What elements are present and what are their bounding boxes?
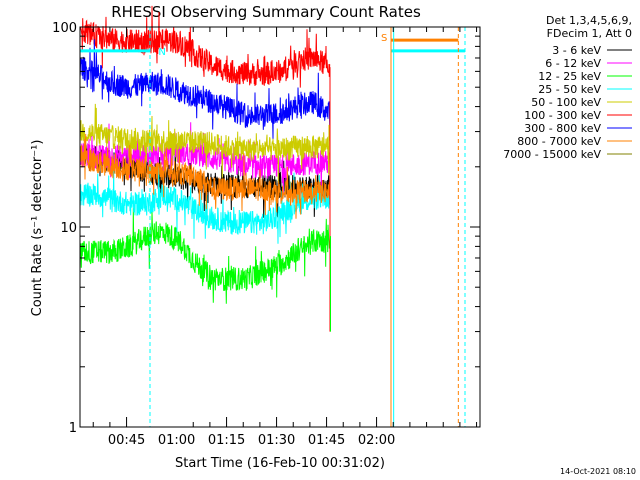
x-axis-label: Start Time (16-Feb-10 00:31:02) [175, 456, 385, 471]
y-axis: 1 10 100 [52, 21, 480, 436]
x-axis: 00:45 01:00 01:15 01:30 01:45 02:00 [92, 27, 478, 448]
series-line-2 [79, 208, 330, 304]
legend: Det 1,3,4,5,6,9, FDecim 1, Att 0 3 - 6 k… [503, 14, 632, 161]
series-line-6 [79, 39, 331, 139]
series-line-7 [79, 133, 331, 219]
plot-background: NS [79, 5, 466, 427]
x-tick-label: 02:00 [358, 433, 395, 448]
series-line-5 [79, 5, 331, 88]
night-label: N [158, 47, 165, 58]
legend-entry-label: 3 - 6 keV [552, 44, 601, 57]
legend-entry-label: 50 - 100 keV [531, 96, 601, 109]
legend-entry-label: 25 - 50 keV [538, 83, 601, 96]
y-tick-label: 1 [69, 421, 77, 436]
x-tick-label: 01:15 [208, 433, 245, 448]
y-axis-label: Count Rate (s⁻¹ detector⁻¹) [30, 140, 45, 317]
legend-entry-label: 6 - 12 keV [545, 57, 601, 70]
legend-entry-label: 300 - 800 keV [524, 122, 601, 135]
series-lines [79, 5, 331, 332]
series-line-4 [79, 103, 331, 183]
saa-label: S [381, 33, 387, 44]
legend-entry-label: 100 - 300 keV [524, 109, 601, 122]
legend-entry-label: 12 - 25 keV [538, 70, 601, 83]
x-tick-label: 00:45 [108, 433, 145, 448]
x-tick-label: 01:30 [258, 433, 295, 448]
legend-header-line-1: Det 1,3,4,5,6,9, [546, 14, 632, 27]
generation-timestamp: 14-Oct-2021 08:10 [560, 467, 636, 476]
legend-entry-label: 800 - 7000 keV [517, 135, 601, 148]
chart-title: RHESSI Observing Summary Count Rates [111, 3, 421, 21]
x-tick-label: 01:00 [158, 433, 195, 448]
y-tick-label: 10 [60, 221, 77, 236]
y-tick-label: 100 [52, 21, 77, 36]
legend-header-line-2: FDecim 1, Att 0 [547, 27, 632, 40]
series-line-3 [79, 165, 331, 244]
legend-entry-label: 7000 - 15000 keV [503, 148, 601, 161]
x-tick-label: 01:45 [308, 433, 345, 448]
annotation-markers: NS [80, 27, 466, 427]
